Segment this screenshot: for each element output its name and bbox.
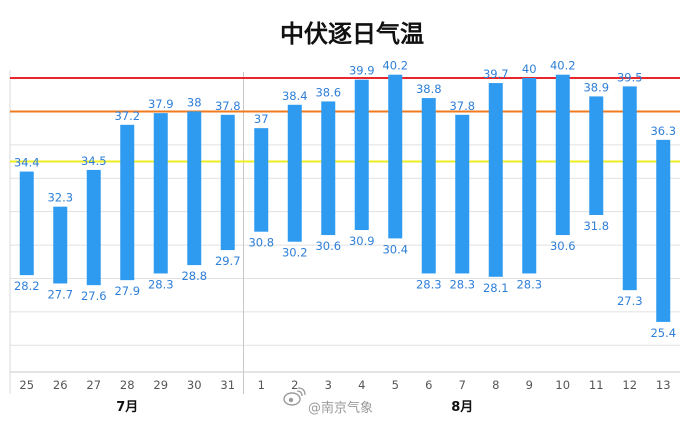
high-value-label: 37.8 [449, 99, 475, 113]
high-value-label: 40.2 [382, 59, 408, 73]
weibo-logo-icon [283, 387, 306, 406]
month-label: 8月 [451, 400, 473, 415]
temperature-bar [455, 114, 470, 274]
temperature-bar [388, 74, 403, 239]
low-value-label: 28.3 [416, 277, 442, 291]
temperature-bar [656, 139, 671, 322]
x-tick-label: 29 [153, 378, 168, 392]
value-labels: 34.4 28.2 32.3 27.7 34.5 27.6 37.2 27.9 37.9 28.3… [14, 59, 676, 340]
high-value-label: 37.2 [114, 109, 140, 123]
high-value-label: 38.4 [282, 89, 308, 103]
x-tick-label: 27 [86, 378, 101, 392]
x-tick-label: 9 [526, 378, 533, 392]
x-tick-label: 8 [492, 378, 499, 392]
temperature-bar [321, 101, 336, 236]
x-tick-label: 1 [258, 378, 265, 392]
x-tick-label: 7 [459, 378, 466, 392]
high-value-label: 38.9 [583, 80, 609, 94]
high-value-label: 39.7 [483, 67, 509, 81]
temperature-bar [19, 171, 34, 276]
temperature-bar [522, 78, 537, 274]
watermark-text: @南京气象 [308, 400, 373, 416]
x-tick-label: 12 [622, 378, 637, 392]
temperature-bar [254, 128, 269, 232]
high-value-label: 39.5 [617, 70, 643, 84]
x-tick-label: 10 [555, 378, 570, 392]
x-tick-label: 3 [325, 378, 332, 392]
high-value-label: 40.2 [550, 59, 576, 73]
high-value-label: 38.6 [315, 85, 341, 99]
x-tick-label: 4 [358, 378, 365, 392]
temperature-bar [53, 206, 68, 284]
high-value-label: 36.3 [650, 124, 676, 138]
low-value-label: 27.7 [47, 287, 73, 301]
x-tick-label: 5 [392, 378, 399, 392]
watermark: @南京气象 [283, 387, 373, 416]
high-value-label: 37.9 [148, 97, 174, 111]
low-value-label: 28.3 [148, 277, 174, 291]
temperature-bar [86, 169, 101, 286]
temperature-bar [220, 114, 235, 251]
x-tick-label: 2 [291, 378, 298, 392]
x-tick-label: 30 [187, 378, 202, 392]
low-value-label: 28.3 [449, 277, 475, 291]
x-tick-label: 11 [589, 378, 604, 392]
temperature-bar [622, 86, 637, 291]
low-value-label: 28.3 [516, 277, 542, 291]
high-value-label: 37 [254, 112, 269, 126]
high-value-label: 34.5 [81, 154, 107, 168]
low-value-label: 28.8 [181, 269, 207, 283]
chart-title: 中伏逐日气温 [280, 20, 424, 48]
high-value-label: 38.8 [416, 82, 442, 96]
high-value-label: 39.9 [349, 64, 375, 78]
low-value-label: 28.2 [14, 279, 40, 293]
temperature-bar [153, 113, 168, 274]
low-value-label: 27.9 [114, 284, 140, 298]
low-value-label: 30.8 [248, 236, 274, 250]
low-value-label: 30.6 [550, 239, 576, 253]
x-tick-label: 25 [19, 378, 34, 392]
x-tick-label: 28 [120, 378, 135, 392]
low-value-label: 28.1 [483, 281, 509, 295]
x-tick-label: 6 [425, 378, 432, 392]
high-value-label: 34.4 [14, 156, 40, 170]
temperature-bar [120, 124, 135, 281]
low-value-label: 29.7 [215, 254, 241, 268]
temperature-bars [19, 74, 671, 322]
high-value-label: 32.3 [47, 191, 73, 205]
temperature-bar [421, 98, 436, 274]
month-label: 7月 [116, 400, 138, 415]
temperature-bar [187, 111, 202, 266]
low-value-label: 31.8 [583, 219, 609, 233]
low-value-label: 27.3 [617, 294, 643, 308]
high-value-label: 40 [522, 62, 537, 76]
temperature-bar [589, 96, 604, 215]
high-value-label: 37.8 [215, 99, 241, 113]
temperature-bar [488, 83, 503, 277]
high-value-label: 38 [187, 95, 202, 109]
x-tick-label: 26 [53, 378, 68, 392]
low-value-label: 25.4 [650, 326, 676, 340]
x-tick-label: 31 [220, 378, 235, 392]
grid-lines [9, 70, 680, 394]
temperature-bar [555, 74, 570, 236]
low-value-label: 30.6 [315, 239, 341, 253]
low-value-label: 30.4 [382, 242, 408, 256]
temperature-bar [287, 104, 302, 242]
low-value-label: 30.9 [349, 234, 375, 248]
temperature-bar [354, 79, 369, 231]
low-value-label: 27.6 [81, 289, 107, 303]
x-tick-label: 13 [656, 378, 671, 392]
low-value-label: 30.2 [282, 246, 308, 260]
reference-lines [10, 77, 680, 163]
